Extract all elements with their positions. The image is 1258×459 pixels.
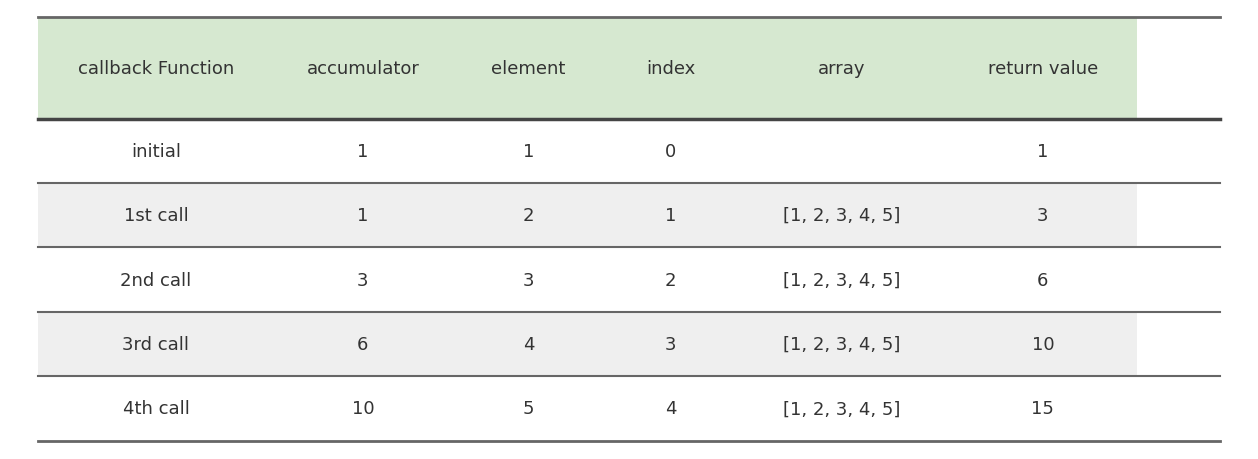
Bar	[605, 184, 736, 248]
Bar	[38, 18, 274, 119]
Text: 4: 4	[523, 335, 535, 353]
Bar	[949, 18, 1137, 119]
Text: 1st call: 1st call	[123, 207, 189, 225]
Bar	[736, 248, 949, 312]
Text: 2: 2	[523, 207, 535, 225]
Text: accumulator: accumulator	[307, 60, 419, 78]
Text: [1, 2, 3, 4, 5]: [1, 2, 3, 4, 5]	[784, 207, 901, 225]
Text: 1: 1	[357, 142, 369, 161]
Text: [1, 2, 3, 4, 5]: [1, 2, 3, 4, 5]	[784, 399, 901, 418]
Text: 10: 10	[352, 399, 374, 418]
Bar	[736, 119, 949, 184]
Text: [1, 2, 3, 4, 5]: [1, 2, 3, 4, 5]	[784, 335, 901, 353]
Text: 2nd call: 2nd call	[121, 271, 191, 289]
Bar	[736, 18, 949, 119]
Bar	[38, 119, 274, 184]
Text: 15: 15	[1032, 399, 1054, 418]
Text: 3: 3	[523, 271, 535, 289]
Text: [1, 2, 3, 4, 5]: [1, 2, 3, 4, 5]	[784, 271, 901, 289]
Bar	[452, 119, 605, 184]
Text: 6: 6	[357, 335, 369, 353]
Bar	[736, 376, 949, 441]
Bar	[38, 312, 274, 376]
Text: array: array	[818, 60, 866, 78]
Bar	[452, 248, 605, 312]
Text: 4th call: 4th call	[122, 399, 190, 418]
Text: 3: 3	[1037, 207, 1049, 225]
Text: 1: 1	[1037, 142, 1049, 161]
Text: 1: 1	[664, 207, 676, 225]
Bar	[605, 119, 736, 184]
Bar	[949, 312, 1137, 376]
Bar	[452, 376, 605, 441]
Bar	[949, 248, 1137, 312]
Text: initial: initial	[131, 142, 181, 161]
Text: 1: 1	[357, 207, 369, 225]
Text: 3: 3	[664, 335, 676, 353]
Bar	[452, 18, 605, 119]
Text: 3: 3	[357, 271, 369, 289]
Bar	[274, 312, 452, 376]
Bar	[38, 376, 274, 441]
Bar	[605, 248, 736, 312]
Bar	[38, 184, 274, 248]
Bar	[274, 376, 452, 441]
Bar	[452, 312, 605, 376]
Bar	[274, 18, 452, 119]
Text: callback Function: callback Function	[78, 60, 234, 78]
Text: 0: 0	[664, 142, 676, 161]
Bar	[274, 119, 452, 184]
Bar	[605, 376, 736, 441]
Bar	[38, 248, 274, 312]
Text: 2: 2	[664, 271, 676, 289]
Bar	[949, 376, 1137, 441]
Bar	[736, 184, 949, 248]
Text: element: element	[492, 60, 566, 78]
Bar	[949, 119, 1137, 184]
Bar	[605, 18, 736, 119]
Text: 1: 1	[523, 142, 535, 161]
Text: 6: 6	[1037, 271, 1049, 289]
Text: 3rd call: 3rd call	[122, 335, 190, 353]
Bar	[736, 312, 949, 376]
Bar	[452, 184, 605, 248]
Text: 5: 5	[523, 399, 535, 418]
Text: 10: 10	[1032, 335, 1054, 353]
Text: 4: 4	[664, 399, 676, 418]
Bar	[949, 184, 1137, 248]
Bar	[605, 312, 736, 376]
Bar	[274, 248, 452, 312]
Text: return value: return value	[988, 60, 1098, 78]
Bar	[274, 184, 452, 248]
Text: index: index	[645, 60, 694, 78]
